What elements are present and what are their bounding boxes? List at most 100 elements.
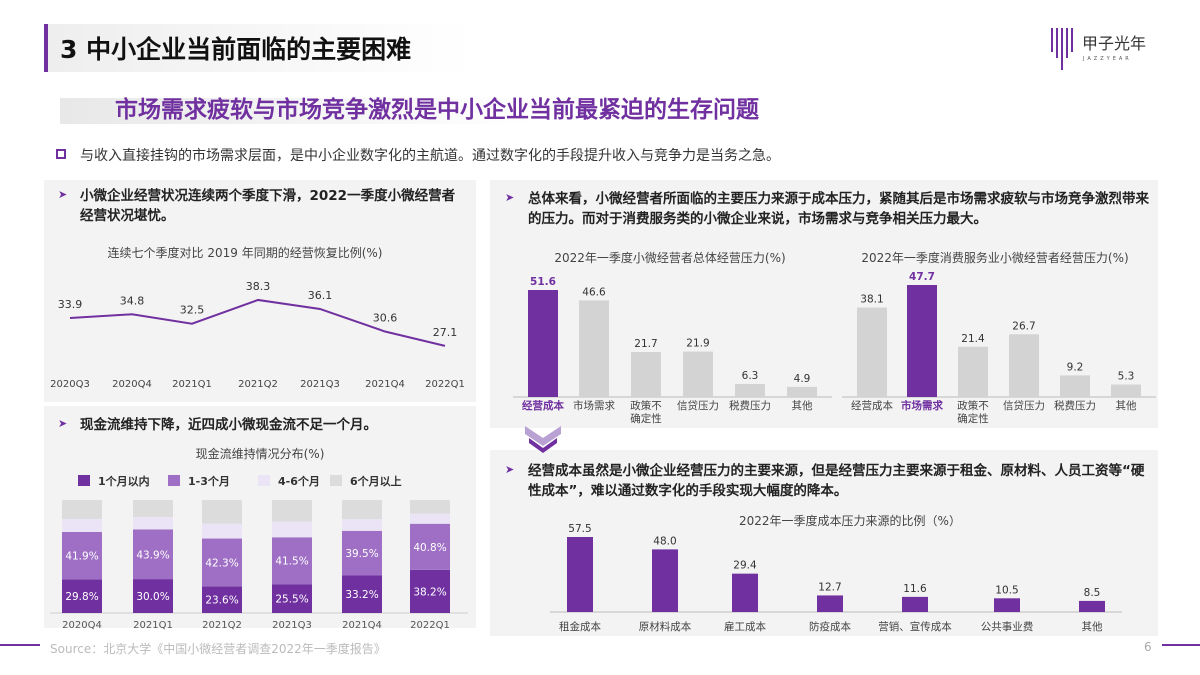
data-label: 21.7	[634, 338, 657, 350]
x-tick-label: 营销、宣传成本	[878, 620, 952, 633]
bar-segment	[62, 500, 102, 519]
data-label: 6.3	[742, 370, 759, 382]
legend-swatch	[330, 475, 342, 486]
data-label: 47.7	[909, 271, 935, 283]
bar	[902, 596, 928, 612]
subtitle: 市场需求疲软与市场竞争激烈是中小企业当前最紧迫的生存问题	[115, 97, 759, 123]
chevron-down-icon	[525, 426, 561, 453]
x-tick-label: 2021Q4	[365, 379, 405, 390]
bar	[631, 352, 661, 397]
data-label: 30.0%	[136, 591, 169, 603]
bar	[787, 386, 817, 397]
footer-line-right	[1162, 644, 1200, 646]
bar	[1079, 600, 1105, 612]
subtitle-background	[60, 98, 850, 124]
page-number: 6	[1144, 640, 1152, 654]
data-label: 21.4	[961, 333, 985, 345]
bar-segment	[272, 500, 312, 522]
x-tick-label: 2021Q3	[272, 620, 312, 631]
x-tick-label: 信贷压力	[677, 399, 719, 412]
bar-segment	[342, 530, 382, 576]
x-tick-label: 其他	[1116, 399, 1138, 412]
legend-swatch	[258, 475, 270, 486]
x-tick-label: 2021Q1	[172, 379, 212, 390]
x-tick-label: 经营成本	[522, 399, 564, 412]
data-label: 41.5%	[275, 556, 308, 568]
x-tick-label: 经营成本	[851, 399, 893, 412]
data-label: 51.6	[530, 276, 556, 288]
data-label: 36.1	[308, 289, 333, 302]
x-tick-label: 信贷压力	[1003, 399, 1045, 412]
data-label: 48.0	[653, 535, 676, 547]
bar-segment	[272, 521, 312, 538]
data-label: 33.2%	[345, 589, 378, 601]
bar	[1111, 384, 1141, 397]
bar	[567, 537, 593, 612]
bar-segment	[202, 538, 242, 587]
chart-title: 现金流维持情况分布(%)	[196, 446, 325, 461]
panel-heading: 现金流维持下降，近四成小微现金流不足一个月。	[80, 417, 377, 433]
bar	[735, 383, 765, 397]
bar-segment	[202, 523, 242, 539]
bar	[528, 290, 558, 397]
chart-title: 2022年一季度成本压力来源的比例（%）	[739, 513, 961, 528]
legend-label: 1-3个月	[188, 474, 230, 488]
bar-segment	[342, 575, 382, 613]
x-tick-label: 政策不	[630, 399, 662, 412]
bar	[1009, 334, 1039, 397]
bar-segment	[410, 569, 450, 613]
bar	[579, 300, 609, 397]
bar-segment	[133, 516, 173, 530]
bar-segment	[62, 579, 102, 613]
arrow-icon: ➤	[505, 463, 515, 476]
legend-label: 4-6个月	[278, 474, 320, 488]
source-note: Source：北京大学《中国小微经营者调查2022年一季度报告》	[50, 642, 386, 656]
x-tick-label: 原材料成本	[639, 620, 692, 633]
bar-segment	[202, 500, 242, 524]
bar-segment	[133, 500, 173, 517]
data-label: 9.2	[1067, 361, 1084, 373]
x-tick-label: 其他	[1082, 620, 1104, 633]
bar-segment	[272, 537, 312, 585]
x-tick-label: 2022Q1	[425, 379, 465, 390]
chart-title: 2022年一季度消费服务业小微经营者经营压力(%)	[861, 250, 1128, 265]
panel-heading: 经营成本虽然是小微企业经营压力的主要来源，但是经营压力主要来源于租金、原材料、人…	[528, 463, 1145, 499]
x-tick-label: 2020Q3	[50, 379, 90, 390]
chart-title: 2022年一季度小微经营者总体经营压力(%)	[554, 250, 785, 265]
data-label: 32.5	[180, 304, 205, 317]
x-tick-label: 防疫成本	[809, 620, 851, 633]
legend-label: 1个月以内	[98, 474, 150, 488]
x-tick-label: 2020Q4	[62, 620, 102, 631]
bar	[683, 351, 713, 397]
bar-segment	[410, 500, 450, 514]
bar-segment	[410, 513, 450, 524]
x-tick-label: 税费压力	[1054, 399, 1096, 412]
bar	[817, 595, 843, 612]
bar	[857, 307, 887, 397]
panel-heading: 小微企业经营状况连续两个季度下滑，2022一季度小微经营者经营状况堪忧。	[80, 188, 456, 224]
data-label: 57.5	[568, 523, 591, 535]
data-label: 11.6	[903, 583, 927, 595]
logo-icon: 甲子光年 JAZZYEAR	[1051, 28, 1146, 70]
x-tick-label: 公共事业费	[981, 620, 1034, 633]
data-label: 27.1	[433, 326, 458, 339]
bar	[958, 346, 988, 397]
x-tick-label: 政策不	[957, 399, 989, 412]
x-tick-label: 雇工成本	[724, 620, 766, 633]
data-label: 38.2%	[413, 586, 446, 598]
data-label: 41.9%	[65, 551, 98, 563]
data-label: 12.7	[818, 581, 841, 593]
data-label: 25.5%	[275, 594, 308, 606]
title-bar	[44, 24, 474, 72]
data-label: 34.8	[120, 294, 145, 307]
bar-segment	[202, 586, 242, 613]
bar-segment	[410, 523, 450, 570]
x-tick-label: 租金成本	[559, 620, 601, 633]
bar-segment	[342, 519, 382, 531]
x-tick-label: 2020Q4	[112, 379, 152, 390]
x-tick-label: 其他	[792, 399, 813, 412]
data-label: 38.3	[246, 280, 271, 293]
panel-bottom-left	[44, 406, 476, 628]
bar	[652, 549, 678, 612]
x-tick-label: 2021Q2	[202, 620, 242, 631]
